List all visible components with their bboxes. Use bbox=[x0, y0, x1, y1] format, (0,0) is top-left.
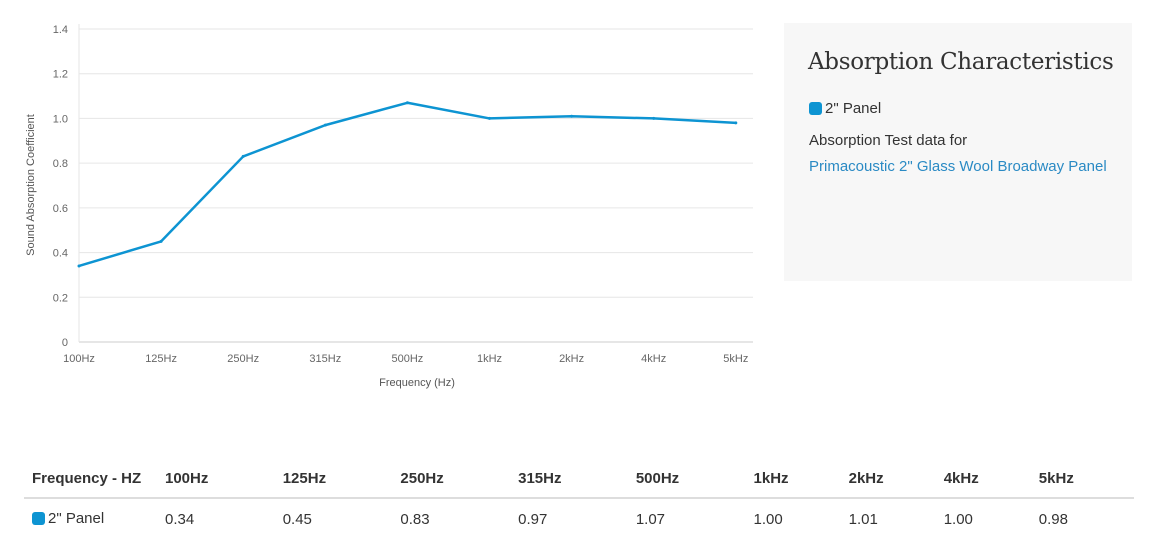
column-header: 250Hz bbox=[400, 462, 519, 499]
data-point bbox=[570, 114, 574, 118]
row-label: 2" Panel bbox=[48, 510, 105, 527]
data-point bbox=[405, 101, 409, 105]
x-tick-label: 1kHz bbox=[477, 353, 502, 365]
panel-description: Absorption Test data for bbox=[809, 132, 968, 149]
legend-label: 2" Panel bbox=[825, 100, 882, 117]
y-tick-label: 0.6 bbox=[53, 203, 68, 215]
data-point bbox=[652, 116, 656, 120]
column-header: 315Hz bbox=[518, 462, 636, 499]
series-swatch-icon bbox=[32, 512, 45, 525]
value-cell: 1.07 bbox=[635, 511, 666, 528]
absorption-line-chart: 0 0.2 0.4 0.6 0.8 1.0 1.2 1.4 100Hz 125Hz 250Hz 315… bbox=[25, 24, 753, 389]
table-header-row: Frequency - HZ 100Hz 125Hz 250Hz 315Hz 500Hz 1… bbox=[24, 462, 1134, 499]
x-tick-label: 500Hz bbox=[392, 353, 424, 365]
column-header: 125Hz bbox=[282, 462, 401, 499]
data-point bbox=[488, 116, 491, 120]
row-header-label: Frequency - HZ bbox=[24, 462, 165, 499]
y-tick-label: 0 bbox=[62, 337, 68, 349]
data-point bbox=[159, 239, 163, 243]
y-tick-label: 0.8 bbox=[53, 158, 68, 170]
column-header: 1kHz bbox=[753, 462, 849, 499]
value-cell: 1.00 bbox=[753, 511, 783, 528]
data-point bbox=[77, 264, 81, 268]
table-row: 2" Panel 0.34 0.45 0.83 0.97 1.07 1.00 1.01 1.00… bbox=[24, 498, 1134, 535]
data-point bbox=[734, 121, 738, 125]
series-line bbox=[78, 101, 736, 268]
value-cell: 1.01 bbox=[848, 511, 878, 528]
column-header: 100Hz bbox=[165, 462, 283, 499]
product-link[interactable]: Primacoustic 2" Glass Wool Broadway Pane… bbox=[809, 158, 1107, 175]
y-tick-label: 1.0 bbox=[53, 113, 68, 125]
value-cell: 0.45 bbox=[282, 511, 312, 528]
legend-item[interactable]: 2" Panel bbox=[809, 100, 881, 117]
legend-swatch-icon bbox=[809, 102, 822, 115]
column-header: 2kHz bbox=[848, 462, 944, 499]
y-tick-label: 0.2 bbox=[53, 292, 68, 304]
x-axis-title: Frequency (Hz) bbox=[379, 377, 455, 389]
value-cell: 0.98 bbox=[1038, 511, 1068, 528]
column-header: 500Hz bbox=[635, 462, 754, 499]
y-axis-title: Sound Absorption Coefficient bbox=[25, 114, 37, 256]
column-header: 5kHz bbox=[1038, 462, 1134, 499]
value-cell: 0.97 bbox=[518, 511, 548, 528]
value-cell: 0.34 bbox=[165, 511, 195, 528]
x-tick-label: 100Hz bbox=[63, 353, 95, 365]
absorption-info-panel: Absorption Characteristics 2" Panel Abso… bbox=[784, 23, 1132, 281]
value-cell: 0.83 bbox=[400, 511, 430, 528]
column-header: 4kHz bbox=[943, 462, 1039, 499]
value-cell: 1.00 bbox=[943, 511, 973, 528]
y-tick-label: 0.4 bbox=[53, 248, 68, 260]
x-tick-label: 315Hz bbox=[309, 353, 341, 365]
row-label-cell: 2" Panel bbox=[24, 498, 165, 535]
data-point bbox=[323, 123, 327, 127]
y-tick-label: 1.2 bbox=[53, 69, 68, 81]
data-point bbox=[241, 154, 245, 158]
x-tick-label: 125Hz bbox=[145, 353, 177, 365]
x-tick-label: 5kHz bbox=[723, 353, 748, 365]
y-tick-label: 1.4 bbox=[53, 24, 68, 36]
x-tick-label: 250Hz bbox=[227, 353, 259, 365]
panel-title: Absorption Characteristics bbox=[808, 49, 1114, 75]
absorption-data-table: Frequency - HZ 100Hz 125Hz 250Hz 315Hz 500Hz 1… bbox=[24, 462, 1134, 535]
x-tick-label: 2kHz bbox=[559, 353, 584, 365]
x-tick-label: 4kHz bbox=[641, 353, 666, 365]
